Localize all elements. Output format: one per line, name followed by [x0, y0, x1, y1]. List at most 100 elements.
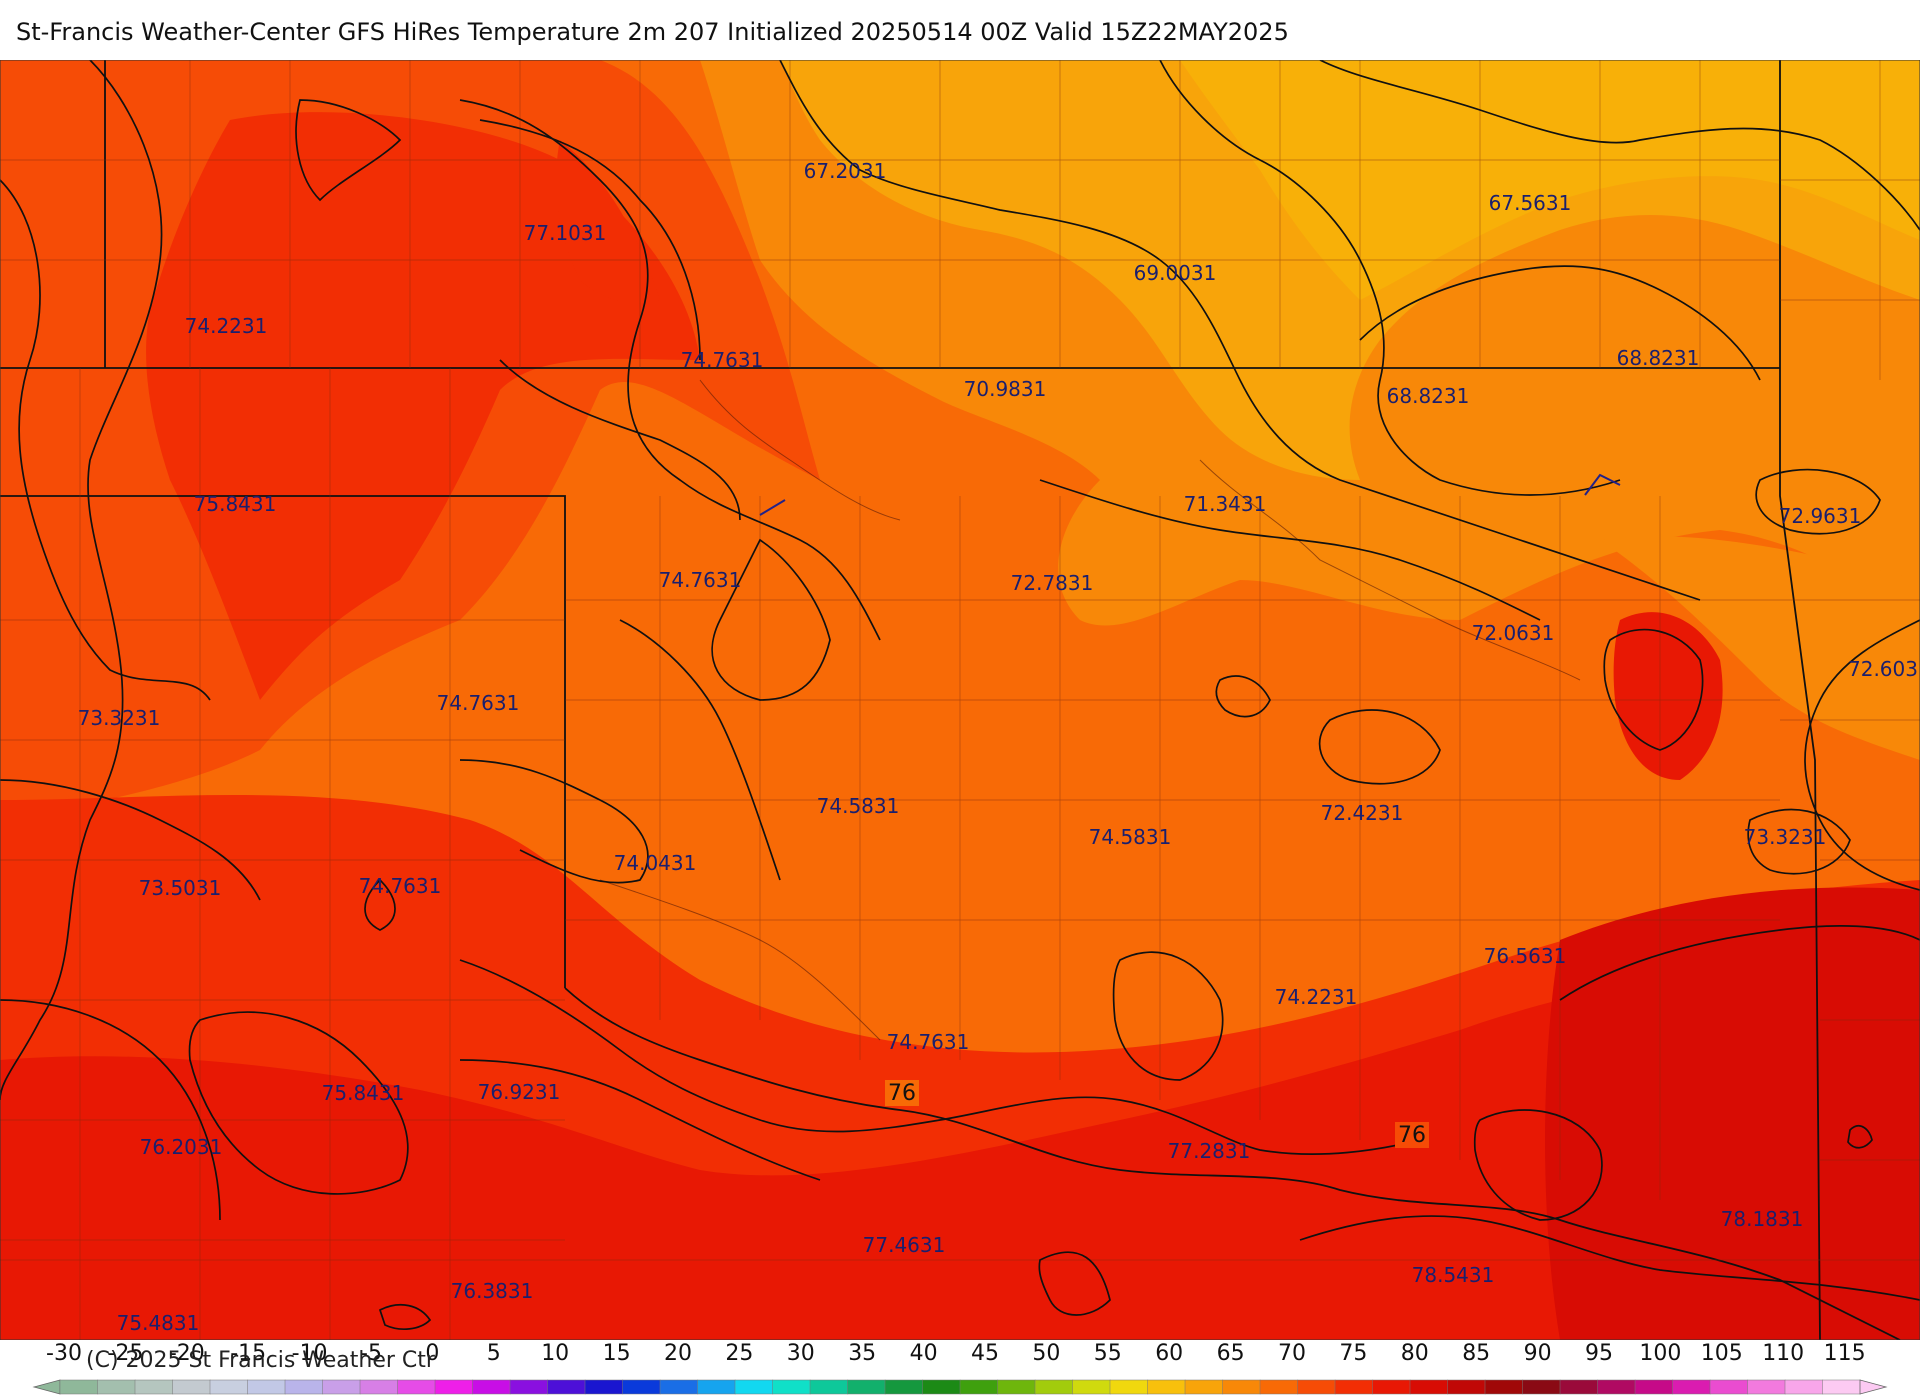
- temperature-label: 73.3231: [78, 706, 161, 730]
- temperature-fill-68-northeast: [1180, 60, 1920, 300]
- color-scale-swatch: [397, 1379, 436, 1395]
- color-scale-tick-label: 20: [664, 1341, 692, 1366]
- temperature-label: 76.5631: [1484, 944, 1567, 968]
- color-scale-swatch: [322, 1379, 361, 1395]
- color-scale-swatch: [772, 1379, 811, 1395]
- color-scale-swatch: [1822, 1379, 1861, 1395]
- color-scale-swatch: [247, 1379, 286, 1395]
- color-scale-tick-label: 60: [1155, 1341, 1183, 1366]
- temperature-label: 77.4631: [863, 1233, 946, 1257]
- temperature-label: 72.7831: [1011, 571, 1094, 595]
- color-scale-swatch: [997, 1379, 1036, 1395]
- color-scale-tick-label: 100: [1639, 1341, 1681, 1366]
- temperature-fill-76-west-core: [146, 112, 700, 700]
- temperature-label: 70.9831: [964, 377, 1047, 401]
- color-scale-bar: [32, 1379, 1888, 1395]
- temperature-fill-78-southeast: [1545, 887, 1920, 1340]
- temperature-label: 76.3831: [451, 1279, 534, 1303]
- color-scale-swatch: [659, 1379, 699, 1395]
- color-scale-swatch: [1784, 1379, 1824, 1395]
- color-scale-tick-label: -20: [169, 1341, 205, 1366]
- rivers: [599, 379, 1581, 1041]
- temperature-label: 74.7631: [659, 568, 742, 592]
- temperature-label: 72.9631: [1779, 504, 1862, 528]
- temperature-label: 67.2031: [804, 159, 887, 183]
- color-scale-left-arrow: [32, 1379, 61, 1395]
- color-scale-tick-label: 90: [1524, 1341, 1552, 1366]
- color-scale-tick-label: -30: [46, 1341, 82, 1366]
- temperature-label: 74.0431: [614, 851, 697, 875]
- color-scale-swatch: [734, 1379, 774, 1395]
- color-scale-tick-label: 40: [910, 1341, 938, 1366]
- temperature-label: 68.8231: [1387, 384, 1470, 408]
- temperature-label: 77.1031: [524, 221, 607, 245]
- temperature-map: 67.2031 67.5631 77.1031 69.0031 74.2231 …: [0, 60, 1920, 1340]
- color-scale-tick-label: 35: [848, 1341, 876, 1366]
- temperature-label: 72.4231: [1321, 801, 1404, 825]
- temperature-label: 73.5031: [139, 876, 222, 900]
- color-scale-swatch: [134, 1379, 174, 1395]
- temperature-fill-72-east: [1600, 536, 1920, 760]
- color-scale-swatch: [1222, 1379, 1261, 1395]
- color-scale-tick-label: 25: [725, 1341, 753, 1366]
- temperature-label: 75.8431: [194, 492, 277, 516]
- color-scale-swatch: [1484, 1379, 1524, 1395]
- color-scale-tick-label: -5: [360, 1341, 382, 1366]
- color-scale-tick-label: 10: [541, 1341, 569, 1366]
- color-scale-tick-label: 75: [1339, 1341, 1367, 1366]
- color-scale-swatch: [622, 1379, 661, 1395]
- temperature-label: 74.7631: [887, 1030, 970, 1054]
- temperature-fill-76-mid-west: [0, 572, 143, 830]
- color-scale-tick-label: 85: [1462, 1341, 1490, 1366]
- color-scale-swatch: [922, 1379, 961, 1395]
- temperature-label: 67.5631: [1489, 191, 1572, 215]
- color-scale-tick-label: -10: [292, 1341, 328, 1366]
- color-scale-swatch: [59, 1379, 99, 1395]
- temperature-label: 76.9231: [478, 1080, 561, 1104]
- color-scale-swatch: [1672, 1379, 1711, 1395]
- color-scale-tick-label: 30: [787, 1341, 815, 1366]
- temperature-label: 74.2231: [1275, 985, 1358, 1009]
- color-scale-swatch: [1559, 1379, 1599, 1395]
- temperature-label: 77.2831: [1168, 1139, 1251, 1163]
- color-scale-tick-label: 70: [1278, 1341, 1306, 1366]
- isotherm-contours: [0, 60, 1920, 1330]
- color-scale-swatch: [1634, 1379, 1674, 1395]
- color-scale-swatch: [1072, 1379, 1111, 1395]
- color-scale-tick-label: 115: [1824, 1341, 1866, 1366]
- color-scale-swatch: [1034, 1379, 1074, 1395]
- temperature-label: 74.2231: [185, 314, 268, 338]
- color-scale-swatch: [97, 1379, 136, 1395]
- color-scale-swatch: [472, 1379, 511, 1395]
- color-scale-tick-label: 0: [425, 1341, 439, 1366]
- color-scale-tick-label: -15: [230, 1341, 266, 1366]
- color-scale-swatch: [1709, 1379, 1749, 1395]
- color-scale-swatch: [1597, 1379, 1636, 1395]
- color-scale-swatch: [959, 1379, 999, 1395]
- color-scale-tick-label: 5: [487, 1341, 501, 1366]
- color-scale-swatch: [172, 1379, 211, 1395]
- temperature-fill-76-north: [556, 140, 660, 304]
- color-scale: -30 -25 -20 -15 -10 -5 0 5 10 15 20 25 30 35 40 45 50 55 6…: [32, 1341, 1888, 1395]
- color-scale-swatch: [1147, 1379, 1186, 1395]
- color-scale-swatch: [809, 1379, 849, 1395]
- contour-label: 76: [888, 1081, 916, 1106]
- color-scale-swatch: [697, 1379, 736, 1395]
- map-title: St-Francis Weather-Center GFS HiRes Temp…: [16, 18, 1289, 46]
- color-scale-swatch: [1334, 1379, 1374, 1395]
- temperature-label: 73.3231: [1744, 825, 1827, 849]
- temperature-label: 78.5431: [1412, 1263, 1495, 1287]
- color-scale-swatch: [1297, 1379, 1336, 1395]
- temperature-label: 72.603: [1848, 657, 1918, 681]
- temperature-label: 75.4831: [117, 1311, 200, 1335]
- temperature-label: 74.7631: [359, 874, 442, 898]
- temperature-labels: 67.2031 67.5631 77.1031 69.0031 74.2231 …: [78, 159, 1918, 1335]
- temperature-label: 74.5831: [1089, 825, 1172, 849]
- temperature-label: 72.0631: [1472, 621, 1555, 645]
- state-borders: [0, 60, 1901, 1340]
- color-scale-tick-label: 55: [1094, 1341, 1122, 1366]
- map-header: St-Francis Weather-Center GFS HiRes Temp…: [0, 0, 1920, 60]
- color-scale-right-arrow: [1859, 1379, 1888, 1395]
- color-scale-swatch: [1109, 1379, 1149, 1395]
- temperature-label: 74.5831: [817, 794, 900, 818]
